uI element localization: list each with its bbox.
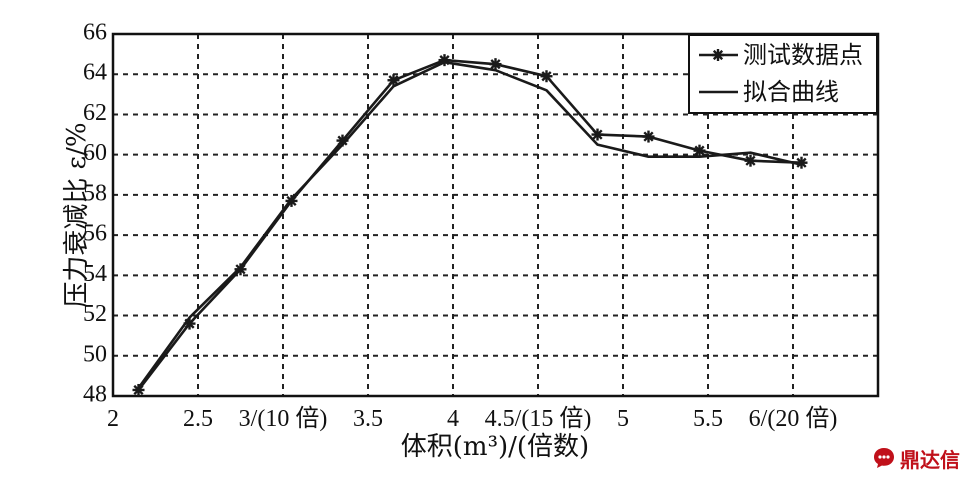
- series-0-point-5: [387, 74, 400, 87]
- y-tick-label-1: 50: [83, 341, 107, 367]
- legend: 测试数据点 拟合曲线: [688, 34, 878, 114]
- y-tick-label-4: 56: [83, 221, 107, 247]
- series-1-line: [137, 60, 802, 389]
- x-tick-label-6: 5: [617, 406, 629, 432]
- y-tick-label-2: 52: [83, 301, 107, 327]
- legend-series-0-marker: [699, 49, 738, 61]
- legend-series-0-label: 测试数据点: [743, 41, 863, 69]
- y-tick-label-5: 58: [83, 180, 107, 206]
- y-axis-title: 压力衰减比 ε/%: [62, 122, 92, 307]
- x-tick-label-7: 5.5: [693, 406, 723, 432]
- watermark-logo: 鼎达信: [872, 444, 960, 472]
- legend-series-1-label: 拟合曲线: [743, 78, 839, 106]
- y-tick-label-8: 64: [83, 60, 107, 86]
- y-tick-label-7: 62: [83, 100, 107, 126]
- y-tick-label-6: 60: [83, 140, 107, 166]
- grid: [113, 34, 878, 396]
- plot-frame: [111, 32, 880, 398]
- x-axis-title: 体积(m³)/(倍数): [401, 432, 589, 462]
- series-0-point-9: [591, 128, 604, 141]
- x-tick-label-0: 2: [107, 406, 119, 432]
- x-tick-label-4: 4: [447, 406, 459, 432]
- series-0-point-7: [489, 58, 502, 71]
- x-tick-label-1: 2.5: [183, 406, 213, 432]
- series-0-point-8: [540, 70, 553, 83]
- series-0-point-0: [132, 383, 145, 396]
- x-tick-labels: 2 2.5 3/(10 倍) 3.5 4 4.5/(15 倍) 5 5.5 6/(20 倍): [107, 405, 837, 432]
- y-tick-label-0: 48: [83, 382, 107, 408]
- series-0-point-11: [693, 144, 706, 157]
- x-tick-label-8: 6/(20 倍): [749, 405, 838, 432]
- watermark-text: 鼎达信: [900, 447, 960, 472]
- legend-box: [688, 34, 878, 114]
- x-tick-label-2: 3/(10 倍): [239, 405, 328, 432]
- series-0-point-10: [642, 130, 655, 143]
- y-tick-label-9: 66: [83, 20, 107, 46]
- series-0-point-12: [744, 154, 757, 167]
- series: [132, 54, 808, 396]
- chat-bubble-logo-icon: [874, 448, 894, 468]
- legend-series-0-asterisk: [712, 49, 724, 61]
- series-0-point-2: [234, 263, 247, 276]
- x-tick-label-3: 3.5: [353, 406, 383, 432]
- x-tick-label-5: 4.5/(15 倍): [485, 405, 592, 432]
- y-tick-labels: 48 50 52 54 56 58 60 62 64 66: [83, 20, 107, 408]
- y-tick-label-3: 54: [83, 261, 107, 287]
